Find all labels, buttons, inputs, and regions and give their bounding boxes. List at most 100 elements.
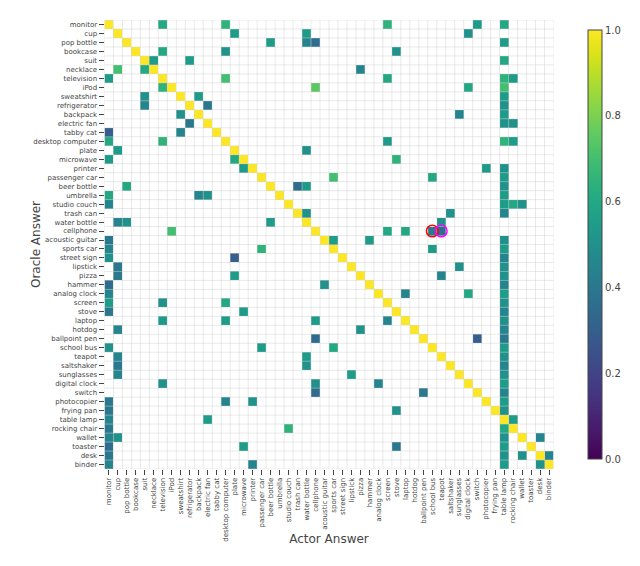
svg-text:trash can: trash can xyxy=(64,210,97,218)
svg-text:photocopier: photocopier xyxy=(55,398,97,406)
svg-text:toaster: toaster xyxy=(527,478,535,503)
svg-text:saltshaker: saltshaker xyxy=(61,362,97,370)
svg-text:wallet: wallet xyxy=(518,478,526,499)
svg-text:tabby cat: tabby cat xyxy=(64,129,97,137)
svg-text:beer bottle: beer bottle xyxy=(58,183,97,191)
svg-text:sunglasses: sunglasses xyxy=(59,371,98,379)
svg-text:tabby cat: tabby cat xyxy=(213,478,221,511)
svg-text:beer bottle: beer bottle xyxy=(267,478,275,517)
svg-text:analog clock: analog clock xyxy=(53,290,98,298)
svg-text:umbrella: umbrella xyxy=(66,192,97,200)
svg-text:screen: screen xyxy=(384,478,392,501)
svg-text:0.4: 0.4 xyxy=(605,282,621,293)
svg-text:0.0: 0.0 xyxy=(605,454,621,465)
svg-text:iPod: iPod xyxy=(168,478,176,493)
svg-text:digital clock: digital clock xyxy=(55,380,98,388)
svg-text:bookcase: bookcase xyxy=(132,478,140,511)
svg-text:lipstick: lipstick xyxy=(348,477,356,503)
svg-text:umbrella: umbrella xyxy=(276,478,284,509)
svg-text:plate: plate xyxy=(231,478,239,496)
svg-text:sports car: sports car xyxy=(330,478,338,513)
svg-text:street sign: street sign xyxy=(60,254,97,262)
svg-text:pop bottle: pop bottle xyxy=(61,39,97,47)
svg-text:school bus: school bus xyxy=(60,344,98,352)
svg-text:hammer: hammer xyxy=(366,478,374,508)
svg-text:street sign: street sign xyxy=(339,478,347,515)
svg-text:iPod: iPod xyxy=(82,84,97,92)
svg-text:trash can: trash can xyxy=(294,478,302,511)
svg-text:digital clock: digital clock xyxy=(464,477,472,520)
svg-text:microwave: microwave xyxy=(240,478,248,516)
svg-text:analog clock: analog clock xyxy=(375,477,383,522)
svg-text:necklace: necklace xyxy=(150,478,158,509)
svg-text:passenger car: passenger car xyxy=(47,174,97,182)
svg-text:cup: cup xyxy=(84,30,97,38)
svg-text:pop bottle: pop bottle xyxy=(123,478,131,514)
svg-text:passenger car: passenger car xyxy=(258,478,266,528)
svg-text:acoustic guitar: acoustic guitar xyxy=(321,478,329,530)
svg-text:screen: screen xyxy=(74,299,97,307)
svg-text:cellphone: cellphone xyxy=(63,227,97,235)
svg-text:school bus: school bus xyxy=(429,477,437,515)
svg-text:stove: stove xyxy=(393,478,401,497)
svg-text:acoustic guitar: acoustic guitar xyxy=(45,236,97,244)
svg-text:studio couch: studio couch xyxy=(285,478,293,523)
svg-text:sports car: sports car xyxy=(62,245,97,253)
svg-text:ballpoint pen: ballpoint pen xyxy=(51,335,97,343)
svg-text:microwave: microwave xyxy=(59,156,97,164)
svg-text:desktop computer: desktop computer xyxy=(222,478,230,542)
svg-text:wallet: wallet xyxy=(76,434,97,442)
svg-text:toaster: toaster xyxy=(72,443,97,451)
svg-text:laptop: laptop xyxy=(402,477,410,500)
svg-text:teapot: teapot xyxy=(74,353,97,361)
svg-text:sweatshirt: sweatshirt xyxy=(177,478,185,515)
svg-text:cellphone: cellphone xyxy=(312,478,320,512)
svg-text:refrigerator: refrigerator xyxy=(57,102,97,110)
svg-text:lipstick: lipstick xyxy=(73,263,99,271)
svg-text:plate: plate xyxy=(79,147,97,155)
svg-text:printer: printer xyxy=(249,478,257,502)
svg-text:sunglasses: sunglasses xyxy=(455,477,463,516)
svg-text:electric fan: electric fan xyxy=(58,120,97,128)
svg-text:electric fan: electric fan xyxy=(204,478,212,517)
svg-text:0.2: 0.2 xyxy=(605,368,621,379)
svg-text:0.8: 0.8 xyxy=(605,110,621,121)
svg-text:saltshaker: saltshaker xyxy=(447,478,455,514)
svg-text:switch: switch xyxy=(75,389,97,397)
svg-text:hotdog: hotdog xyxy=(72,326,97,334)
svg-text:necklace: necklace xyxy=(66,66,97,74)
svg-text:photocopier: photocopier xyxy=(482,478,490,520)
svg-text:laptop: laptop xyxy=(75,317,98,325)
svg-text:water bottle: water bottle xyxy=(54,219,97,227)
svg-text:1.0: 1.0 xyxy=(605,25,621,36)
svg-text:studio couch: studio couch xyxy=(53,201,98,209)
svg-text:hammer: hammer xyxy=(68,281,98,289)
svg-text:cup: cup xyxy=(114,477,122,490)
svg-text:television: television xyxy=(159,478,167,512)
svg-text:Oracle Answer: Oracle Answer xyxy=(29,201,43,288)
svg-text:switch: switch xyxy=(473,478,481,500)
svg-text:frying pan: frying pan xyxy=(61,407,97,415)
svg-text:bookcase: bookcase xyxy=(64,48,97,56)
svg-text:monitor: monitor xyxy=(105,478,113,506)
svg-text:printer: printer xyxy=(73,165,97,173)
svg-text:binder: binder xyxy=(545,478,553,501)
svg-text:water bottle: water bottle xyxy=(303,478,311,521)
svg-text:desk: desk xyxy=(81,452,98,460)
svg-text:suit: suit xyxy=(84,57,97,65)
svg-text:backpack: backpack xyxy=(195,477,203,511)
svg-text:sweatshirt: sweatshirt xyxy=(61,93,98,101)
svg-text:suit: suit xyxy=(141,478,149,491)
svg-text:frying pan: frying pan xyxy=(491,478,499,514)
svg-text:0.6: 0.6 xyxy=(605,196,621,207)
svg-text:rocking chair: rocking chair xyxy=(509,478,517,523)
svg-text:Actor Answer: Actor Answer xyxy=(289,532,369,546)
svg-text:television: television xyxy=(63,75,97,83)
svg-text:refrigerator: refrigerator xyxy=(186,478,194,518)
svg-text:backpack: backpack xyxy=(64,111,98,119)
svg-text:ballpoint pen: ballpoint pen xyxy=(420,478,428,524)
svg-text:table lamp: table lamp xyxy=(60,416,98,424)
svg-text:pizza: pizza xyxy=(357,478,365,496)
svg-text:hotdog: hotdog xyxy=(411,478,419,503)
svg-text:teapot: teapot xyxy=(438,478,446,501)
